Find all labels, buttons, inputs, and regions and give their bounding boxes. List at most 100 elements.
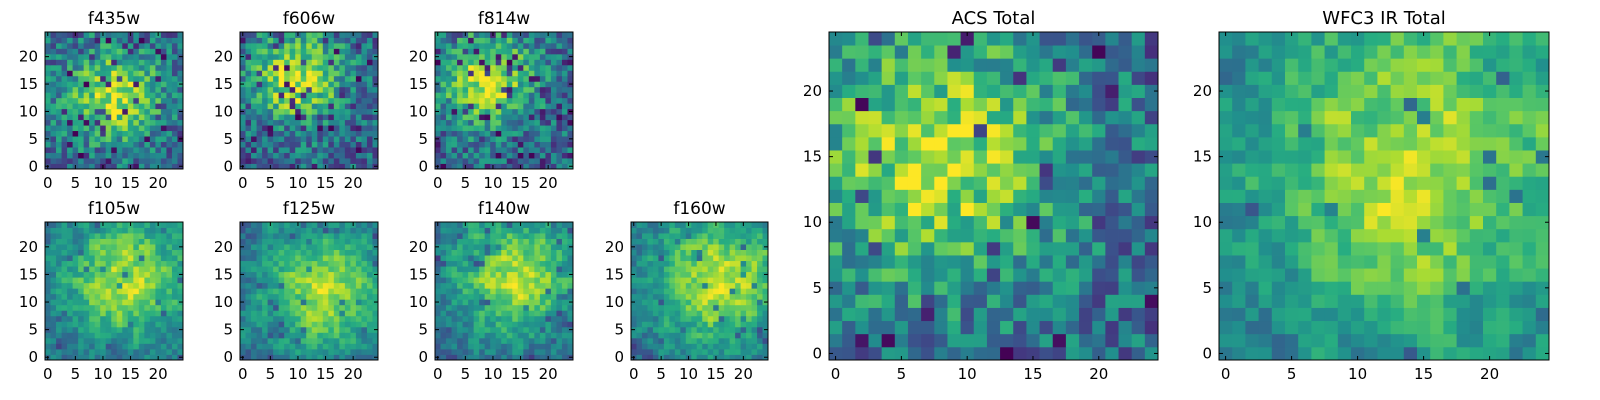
heatmap-cell — [707, 304, 714, 311]
heatmap-cell — [116, 125, 123, 132]
heatmap-cell — [116, 103, 123, 110]
heatmap-cell — [934, 333, 948, 348]
heatmap-cell — [495, 337, 502, 344]
heatmap-cell — [289, 97, 296, 104]
heatmap-cell — [440, 152, 447, 159]
heatmap-cell — [284, 233, 291, 239]
heatmap-cell — [300, 64, 307, 71]
heatmap-cell — [462, 227, 469, 234]
heatmap-cell — [105, 260, 112, 267]
heatmap-cell — [468, 59, 475, 66]
heatmap-cell — [545, 97, 552, 104]
heatmap-cell — [83, 348, 90, 355]
heatmap-cell — [658, 315, 665, 322]
heatmap-cell — [127, 158, 134, 164]
heatmap-cell — [138, 75, 145, 82]
heatmap-cell — [306, 266, 313, 273]
heatmap-cell — [435, 141, 441, 148]
heatmap-cell — [256, 114, 263, 121]
heatmap-cell — [468, 260, 475, 267]
heatmap-cell — [278, 266, 285, 273]
x-tick-label: 10 — [93, 174, 112, 192]
heatmap-cell — [149, 282, 156, 289]
heatmap-cell — [94, 103, 101, 110]
heatmap-cell — [245, 244, 252, 250]
heatmap-cell — [528, 310, 535, 317]
x-tick-label: 10 — [93, 365, 112, 383]
heatmap-cell — [339, 147, 346, 153]
heatmap-cell — [446, 288, 452, 295]
heatmap-cell — [94, 86, 101, 93]
heatmap-cell — [462, 288, 469, 295]
heatmap-cell — [67, 130, 73, 137]
heatmap-cell — [545, 244, 552, 250]
heatmap-cell — [528, 59, 535, 66]
heatmap-cell — [1079, 176, 1093, 190]
heatmap-cell — [641, 354, 648, 361]
heatmap-cell — [556, 32, 563, 38]
x-tick-label: 5 — [266, 365, 276, 383]
heatmap-cell — [177, 343, 184, 350]
heatmap-cell — [333, 103, 340, 110]
heatmap-cell — [61, 304, 68, 311]
heatmap-cell — [740, 227, 747, 234]
heatmap-cell — [960, 268, 975, 282]
heatmap-cell — [680, 244, 687, 250]
heatmap-cell — [713, 249, 720, 256]
heatmap-cell — [133, 293, 140, 300]
heatmap-cell — [67, 282, 73, 289]
heatmap-cell — [868, 202, 883, 217]
heatmap-cell — [256, 326, 263, 333]
heatmap-cell — [528, 354, 535, 361]
heatmap-cell — [267, 310, 274, 317]
heatmap-cell — [94, 233, 101, 239]
heatmap-cell — [295, 141, 302, 148]
heatmap-cell — [473, 75, 480, 82]
heatmap-cell — [517, 114, 524, 121]
heatmap-cell — [501, 147, 508, 153]
heatmap-cell — [149, 103, 156, 110]
heatmap-cell — [479, 130, 486, 137]
heatmap-cell — [1039, 202, 1054, 217]
heatmap-cell — [105, 233, 112, 239]
heatmap-cell — [361, 343, 368, 350]
heatmap-cell — [512, 348, 519, 355]
heatmap-cell — [67, 42, 73, 49]
heatmap-cell — [289, 354, 296, 361]
heatmap-cell — [490, 315, 497, 322]
heatmap-cell — [446, 299, 452, 306]
heatmap-cell — [306, 81, 313, 88]
heatmap-cell — [322, 315, 329, 322]
heatmap-cell — [451, 64, 458, 71]
heatmap-cell — [144, 59, 151, 66]
heatmap-cell — [155, 114, 162, 121]
heatmap-cell — [517, 125, 524, 132]
heatmap-cell — [446, 158, 452, 164]
heatmap-cell — [94, 260, 101, 267]
heatmap-cell — [245, 158, 252, 164]
heatmap-cell — [144, 222, 151, 228]
heatmap-cell — [550, 227, 557, 234]
heatmap-cell — [674, 266, 681, 273]
heatmap-cell — [155, 141, 162, 148]
heatmap-cell — [696, 222, 703, 228]
heatmap-cell — [495, 32, 502, 38]
heatmap-cell — [289, 32, 296, 38]
heatmap-cell — [155, 53, 162, 60]
heatmap-cell — [339, 238, 346, 245]
heatmap-cell — [567, 42, 574, 49]
heatmap-cell — [561, 125, 568, 132]
heatmap-cell — [1013, 346, 1027, 361]
heatmap-cell — [171, 64, 178, 71]
heatmap-cell — [83, 81, 90, 88]
heatmap-cell — [636, 227, 643, 234]
heatmap-cell — [631, 337, 637, 344]
heatmap-cell — [561, 233, 568, 239]
heatmap-cell — [550, 125, 557, 132]
heatmap-cell — [495, 288, 502, 295]
heatmap-cell — [94, 227, 101, 234]
heatmap-cell — [122, 310, 129, 317]
heatmap-cell — [484, 282, 491, 289]
heatmap-cell — [1013, 215, 1027, 230]
heatmap-cell — [561, 260, 568, 267]
